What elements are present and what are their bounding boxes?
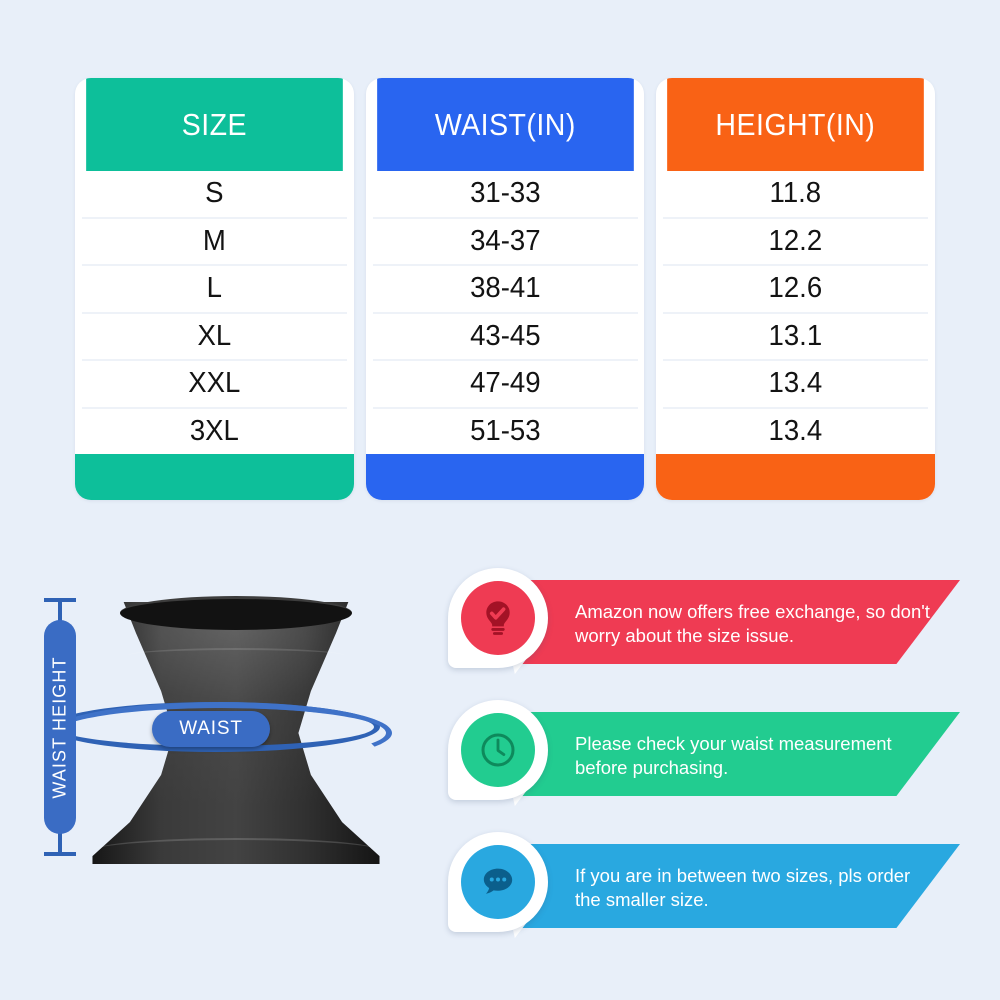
product-measurement-figure bbox=[22, 572, 422, 964]
table-column-height: HEIGHT(IN) 11.8 12.2 12.6 13.1 13.4 13.4 bbox=[656, 78, 936, 500]
table-cell-waist-xxl: 47-49 bbox=[372, 361, 638, 409]
table-cell-size-xl: XL bbox=[81, 313, 347, 361]
chat-bubble-icon bbox=[461, 845, 535, 919]
lightbulb-check-icon bbox=[461, 581, 535, 655]
waist-trainer-hem bbox=[92, 838, 380, 864]
table-cell-size-xxl: XXL bbox=[81, 361, 347, 409]
lightbulb-check-glyph bbox=[486, 601, 510, 635]
banner-text: Please check your waist measurement befo… bbox=[575, 733, 892, 779]
banner-text: Amazon now offers free exchange, so don'… bbox=[575, 601, 930, 647]
table-cell-height-xxl: 13.4 bbox=[663, 361, 929, 409]
table-cell-waist-m: 34-37 bbox=[372, 218, 638, 266]
column-body-waist: 31-33 34-37 38-41 43-45 47-49 51-53 bbox=[365, 171, 645, 454]
table-cell-size-s: S bbox=[81, 171, 347, 219]
table-cell-height-s: 11.8 bbox=[663, 171, 929, 219]
table-cell-size-3xl: 3XL bbox=[81, 408, 347, 454]
column-header-height: HEIGHT(IN) bbox=[667, 78, 924, 171]
table-cell-waist-l: 38-41 bbox=[372, 266, 638, 314]
table-cell-size-m: M bbox=[81, 218, 347, 266]
waist-trainer-seam bbox=[126, 648, 346, 664]
waist-height-label-text: WAIST HEIGHT bbox=[49, 655, 70, 799]
table-column-waist: WAIST(IN) 31-33 34-37 38-41 43-45 47-49 … bbox=[365, 78, 645, 500]
table-cell-height-xl: 13.1 bbox=[663, 313, 929, 361]
waist-height-label-pill: WAIST HEIGHT bbox=[44, 620, 76, 834]
clock-icon bbox=[461, 713, 535, 787]
table-cell-size-l: L bbox=[81, 266, 347, 314]
table-cell-height-l: 12.6 bbox=[663, 266, 929, 314]
dimension-cap-bottom bbox=[44, 852, 76, 856]
waist-height-dimension: WAIST HEIGHT bbox=[40, 598, 80, 856]
column-footer-height bbox=[656, 454, 936, 500]
banner-icon-pin bbox=[448, 568, 552, 676]
table-cell-waist-s: 31-33 bbox=[372, 171, 638, 219]
clock-glyph bbox=[481, 733, 515, 767]
column-body-size: S M L XL XXL 3XL bbox=[75, 171, 354, 454]
waist-label-text: WAIST bbox=[179, 718, 243, 739]
waist-trainer-top-opening bbox=[120, 596, 352, 630]
banner-ribbon bbox=[506, 844, 960, 928]
info-banner-sizing: If you are in between two sizes, pls ord… bbox=[440, 830, 960, 942]
banner-ribbon bbox=[506, 580, 960, 664]
column-footer-size bbox=[75, 454, 354, 500]
banner-icon-pin bbox=[448, 832, 552, 940]
info-banner-measure: Please check your waist measurement befo… bbox=[440, 698, 960, 810]
chat-bubble-glyph bbox=[483, 868, 513, 894]
table-column-size: SIZE S M L XL XXL 3XL bbox=[75, 78, 354, 500]
banner-icon-pin bbox=[448, 700, 552, 808]
table-cell-height-m: 12.2 bbox=[663, 218, 929, 266]
table-cell-waist-xl: 43-45 bbox=[372, 313, 638, 361]
banner-text: If you are in between two sizes, pls ord… bbox=[575, 865, 911, 911]
table-cell-height-3xl: 13.4 bbox=[663, 408, 929, 454]
column-body-height: 11.8 12.2 12.6 13.1 13.4 13.4 bbox=[656, 171, 936, 454]
dimension-cap-top bbox=[44, 598, 76, 602]
waist-label-badge: WAIST bbox=[152, 711, 270, 747]
size-chart-table: SIZE S M L XL XXL 3XL WAIST(IN) 31-33 34… bbox=[75, 78, 936, 500]
column-header-size: SIZE bbox=[86, 78, 343, 171]
column-footer-waist bbox=[365, 454, 645, 500]
table-cell-waist-3xl: 51-53 bbox=[372, 408, 638, 454]
column-header-waist: WAIST(IN) bbox=[376, 78, 634, 171]
banner-ribbon bbox=[506, 712, 960, 796]
info-banner-exchange: Amazon now offers free exchange, so don'… bbox=[440, 566, 960, 678]
